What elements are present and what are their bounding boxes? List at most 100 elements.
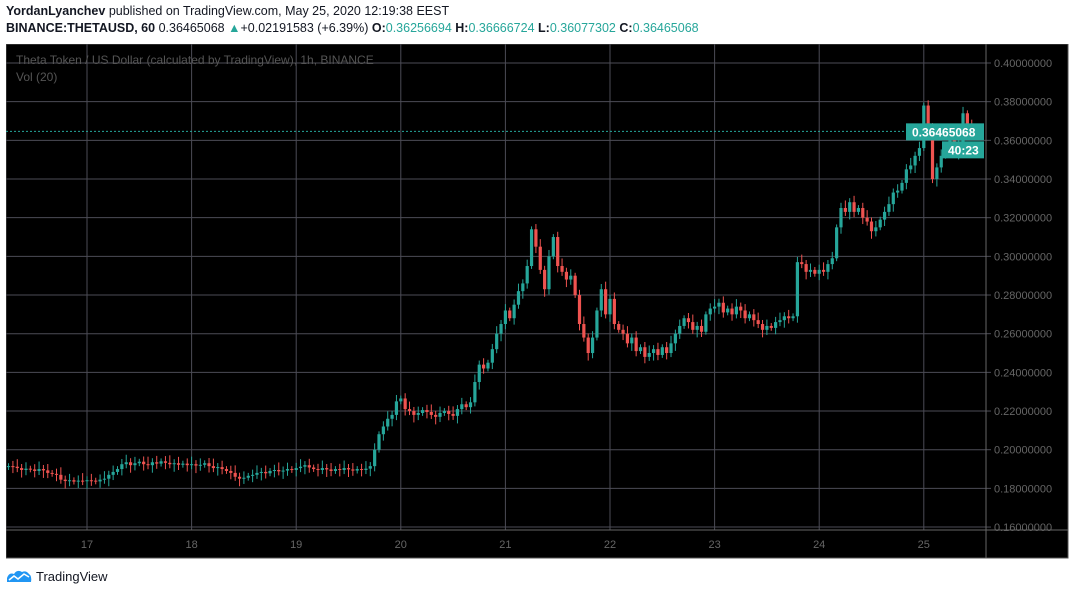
y-tick-label: 0.40000000: [994, 58, 1052, 70]
candle-body: [307, 465, 311, 468]
candle-body: [586, 337, 590, 354]
candle-body: [647, 353, 651, 357]
candle-body: [403, 398, 407, 410]
candle-body: [643, 347, 647, 357]
candle-body: [54, 473, 59, 475]
candle-body: [590, 337, 595, 354]
chart-background: [6, 44, 1069, 559]
candle-body: [224, 469, 229, 471]
candle-body: [146, 464, 150, 466]
x-tick-label: 19: [290, 539, 302, 551]
legend-title: Theta Token / US Dollar (calculated by T…: [16, 53, 374, 67]
candle-body: [207, 463, 211, 467]
candle-body: [913, 155, 917, 166]
candle-body: [604, 289, 608, 315]
brand-name[interactable]: TradingView: [36, 568, 108, 584]
candle-body: [381, 426, 385, 435]
candle-body: [120, 464, 124, 470]
x-tick-label: 23: [708, 539, 720, 551]
candle-body: [691, 322, 695, 330]
candle-body: [486, 362, 490, 369]
candle-body: [420, 410, 425, 413]
y-tick-label: 0.34000000: [994, 174, 1052, 186]
candle-body: [830, 258, 834, 265]
candle-body: [547, 256, 551, 290]
candle-body: [791, 316, 795, 319]
candle-body: [717, 302, 721, 307]
candle-body: [965, 113, 969, 125]
candle-body: [534, 229, 538, 247]
candle-body: [163, 461, 168, 463]
candle-body: [582, 324, 586, 338]
candle-body: [89, 480, 93, 482]
candle-body: [264, 471, 268, 474]
candle-body: [935, 167, 939, 180]
candle-body: [595, 310, 599, 338]
candle-body: [28, 468, 32, 470]
candle-body: [848, 202, 852, 212]
candle-body: [72, 480, 76, 482]
candle-body: [185, 463, 189, 466]
price-chart[interactable]: 0.16000000 0.18000000 0.20000000 0.22000000…: [6, 44, 1069, 559]
candle-body: [168, 462, 172, 465]
x-tick-label: 25: [918, 539, 930, 551]
candle-body: [85, 480, 89, 482]
candle-body: [447, 411, 451, 414]
candle-body: [713, 306, 717, 309]
candle-body: [543, 269, 547, 290]
candle-body: [634, 337, 638, 352]
candle-body: [760, 324, 765, 330]
x-tick-label: 22: [604, 539, 616, 551]
candle-body: [63, 479, 67, 482]
candle-body: [320, 468, 324, 471]
candle-body: [46, 470, 50, 473]
candle-body: [229, 470, 233, 473]
candle-body: [512, 304, 516, 319]
candle-body: [211, 466, 215, 469]
candle-body: [394, 401, 399, 415]
candle-body: [133, 463, 137, 466]
candle-body: [765, 325, 769, 330]
x-tick-label: 18: [185, 539, 197, 551]
x-tick-label: 20: [395, 539, 407, 551]
candle-body: [159, 461, 163, 464]
candle-body: [612, 298, 616, 325]
candle-body: [556, 237, 560, 267]
open-value: 0.36256694: [385, 21, 452, 35]
candle-body: [355, 469, 359, 471]
candle-body: [373, 449, 377, 467]
grid: [6, 44, 991, 530]
candle-body: [298, 466, 303, 469]
candle-body: [33, 469, 37, 471]
candle-body: [137, 461, 141, 464]
candle-body: [316, 469, 320, 471]
candle-body: [155, 462, 159, 464]
candle-body: [342, 468, 346, 471]
candle-body: [425, 410, 429, 412]
candle-body: [630, 337, 634, 344]
candle-body: [477, 364, 481, 383]
change: +0.02191583 (+6.39%): [240, 21, 369, 35]
candle-body: [495, 333, 499, 350]
candle-body: [835, 227, 839, 259]
candle-body: [482, 364, 486, 369]
candle-body: [529, 229, 534, 267]
candle-body: [429, 411, 433, 415]
tradingview-logo-icon[interactable]: [6, 568, 32, 584]
candle-body: [11, 466, 15, 468]
y-tick-label: 0.30000000: [994, 251, 1052, 263]
candle-body: [102, 478, 107, 480]
candle-body: [364, 468, 368, 471]
candle-body: [503, 310, 507, 325]
candle-body: [359, 469, 364, 471]
candle-body: [37, 469, 41, 471]
candle-body: [651, 349, 656, 354]
candle-body: [333, 469, 338, 471]
candle-body: [59, 474, 63, 480]
author[interactable]: YordanLyanchev: [6, 4, 106, 18]
y-tick-label: 0.16000000: [994, 522, 1052, 534]
candle-body: [190, 464, 194, 466]
candle-body: [673, 333, 677, 344]
candle-body: [708, 308, 712, 315]
candle-body: [508, 310, 512, 319]
